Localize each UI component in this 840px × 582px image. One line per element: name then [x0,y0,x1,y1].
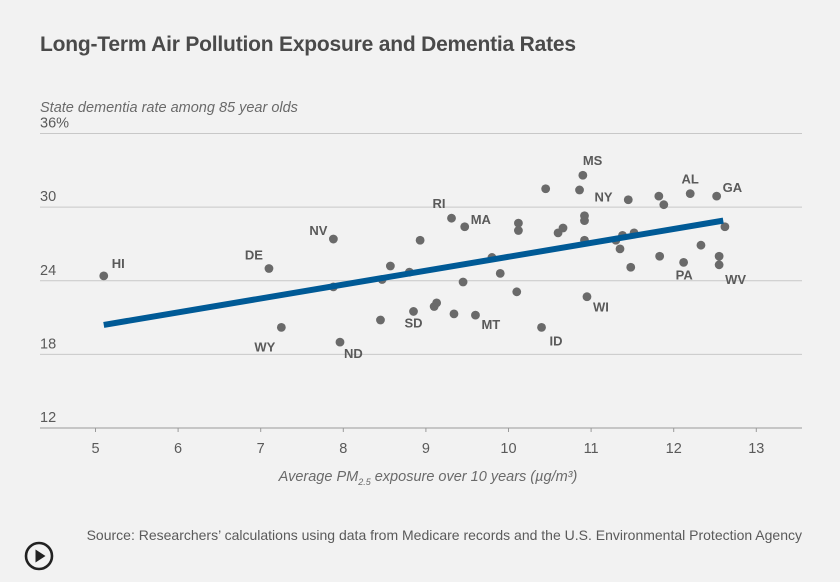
y-tick-label: 36% [40,116,69,132]
x-tick-label: 7 [257,441,265,457]
data-point [575,185,584,195]
data-point [409,307,418,316]
state-label-ga: GA [723,180,743,195]
data-point [335,337,345,347]
state-label-mt: MT [481,317,500,332]
x-tick-label: 8 [339,441,347,457]
data-point [659,200,669,210]
y-tick-label: 12 [40,410,56,426]
data-point [578,170,588,180]
state-label-ny: NY [594,190,612,205]
state-label-al: AL [682,172,699,187]
data-point [328,234,338,244]
x-tick-label: 13 [748,441,764,457]
x-axis-label-pre: Average PM [278,469,359,485]
data-point [626,262,636,272]
state-label-pa: PA [676,267,694,282]
data-point [655,251,665,261]
trend-line [103,217,724,328]
data-point [679,257,689,267]
data-point [432,298,442,308]
data-point [385,261,395,271]
data-point [712,191,722,201]
x-tick-label: 9 [422,441,430,457]
state-label-ms: MS [583,153,603,168]
chart-title: Long-Term Air Pollution Exposure and Dem… [40,33,576,56]
data-point [460,222,470,232]
data-point [537,322,546,332]
data-point [276,322,286,332]
data-point [512,287,522,297]
data-point [541,184,551,194]
state-label-id: ID [550,333,563,348]
data-point [376,315,385,325]
data-point [714,251,724,261]
x-axis-label-post: exposure over 10 years (µg/m³) [371,469,578,485]
data-point [447,213,456,223]
state-label-nd: ND [344,346,363,361]
data-point [471,310,480,320]
state-labels: HI DE WY NV ND SD RI MA MT ID MS NY WI PA AL GA WV [112,153,747,361]
state-label-sd: SD [404,315,422,330]
data-point [582,292,592,302]
data-point [696,240,706,250]
state-label-wy: WY [254,339,275,354]
x-tick-label: 6 [174,441,182,457]
x-tick-label: 11 [584,441,599,457]
state-label-de: DE [245,247,263,262]
data-point [720,222,730,232]
x-axis-label: Average PM2.5 exposure over 10 years (µg… [278,469,578,487]
x-axis-label-sub: 2.5 [357,477,372,487]
data-point [449,309,459,319]
x-tick-label: 10 [500,441,516,457]
data-point [514,218,523,228]
y-axis-label: State dementia rate among 85 year olds [40,100,298,116]
data-point [495,268,505,278]
data-point [514,226,523,235]
data-point [714,260,724,270]
state-label-ri: RI [433,196,446,211]
state-label-wv: WV [725,272,746,287]
chart: State dementia rate among 85 year olds 1… [40,100,802,487]
state-label-wi: WI [593,300,609,315]
data-point [264,264,274,273]
y-tick-labels: 12 18 24 30 36% [40,116,69,426]
data-point [623,195,633,205]
y-tick-label: 24 [40,263,56,279]
y-tick-label: 18 [40,336,56,352]
data-point [99,271,109,281]
x-tick-labels: 5 6 7 8 9 10 11 12 13 [91,441,764,457]
x-tick-label: 5 [91,441,99,457]
gridlines [40,133,802,432]
state-label-hi: HI [112,256,125,271]
state-label-ma: MA [471,212,492,227]
data-point [580,216,589,226]
data-point [654,191,664,201]
data-point [458,277,468,287]
y-tick-label: 30 [40,189,56,205]
data-point [558,223,568,233]
data-point [615,244,625,254]
state-label-nv: NV [309,223,327,238]
play-circle-icon[interactable] [24,541,54,571]
x-tick-label: 12 [666,441,682,457]
data-point [685,189,695,199]
data-point [415,235,425,245]
source-note: Source: Researchers’ calculations using … [86,527,802,543]
